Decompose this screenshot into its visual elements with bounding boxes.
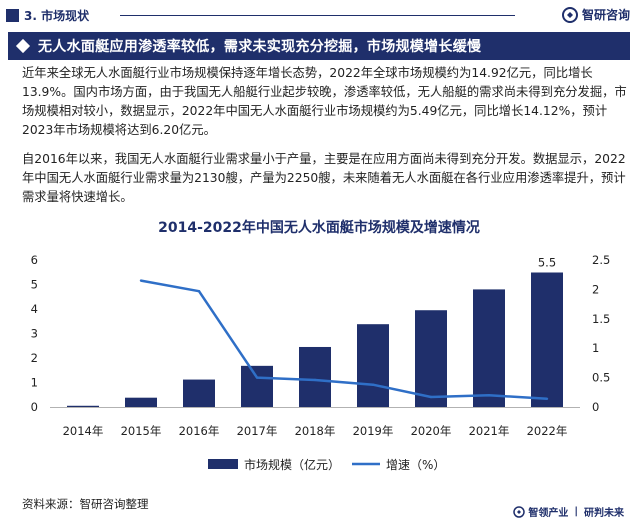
bar (67, 405, 99, 407)
x-tick-label: 2016年 (179, 424, 220, 438)
x-tick-label: 2019年 (353, 424, 394, 438)
y-right-tick-label: 0 (592, 400, 599, 414)
data-label: 5.5 (538, 255, 556, 269)
growth-point (487, 394, 491, 397)
section-tag: 3. 市场现状 (6, 6, 89, 24)
y-right-tick-label: 2.5 (592, 253, 610, 267)
source-note: 资料来源：智研咨询整理 (22, 497, 149, 511)
y-left-tick-label: 6 (31, 253, 38, 267)
y-right-tick-label: 2 (592, 282, 599, 296)
growth-point (429, 395, 433, 399)
footer-slogan-sep: | (574, 506, 578, 517)
banner-title: 无人水面艇应用渗透率较低，需求未实现充分挖掘，市场规模增长缓慢 (38, 39, 482, 55)
diamond-icon (15, 38, 31, 54)
footer-brand: 智领产业 | 研判未来 (513, 504, 624, 519)
paragraph-2: 自2016年以来，我国无人水面艇行业需求量小于产量，主要是在应用方面尚未得到充分… (22, 152, 626, 204)
x-tick-label: 2021年 (469, 424, 510, 438)
growth-point (545, 397, 549, 400)
legend-bar-swatch (208, 459, 238, 469)
top-bar: 3. 市场现状 智研咨询 (0, 0, 638, 30)
top-divider (120, 15, 515, 16)
growth-point (197, 289, 201, 293)
bar (299, 346, 331, 407)
footer-slogan-left: 智领产业 (528, 508, 569, 519)
paragraph-1: 近年来全球无人水面艇行业市场规模保持逐年增长态势，2022年全球市场规模约为14… (22, 66, 627, 137)
y-right-tick-label: 1 (592, 341, 599, 355)
growth-point (371, 383, 375, 386)
growth-point (255, 376, 259, 379)
bar (531, 272, 563, 407)
growth-point (139, 279, 143, 282)
y-left-tick-label: 2 (31, 351, 38, 365)
footer: 资料来源：智研咨询整理 智领产业 | 研判未来 (0, 488, 638, 527)
y-left-tick-label: 1 (31, 376, 38, 390)
footer-logo-icon (513, 505, 526, 518)
x-tick-label: 2017年 (237, 424, 278, 438)
x-tick-label: 2022年 (527, 424, 568, 438)
x-tick-label: 2014年 (63, 424, 104, 438)
y-left-tick-label: 5 (31, 278, 38, 292)
brand: 智研咨询 (561, 6, 630, 23)
legend-bar-label: 市场规模（亿元） (244, 457, 340, 472)
chart: 2014-2022年中国无人水面艇市场规模及增速情况 0 1 2 3 4 5 6 0 0.5 1 1.… (8, 210, 630, 485)
y-right-tick-label: 1.5 (592, 312, 610, 326)
y-right-tick-label: 0.5 (592, 371, 610, 385)
title-banner: 无人水面艇应用渗透率较低，需求未实现充分挖掘，市场规模增长缓慢 (8, 32, 630, 60)
chart-svg: 2014-2022年中国无人水面艇市场规模及增速情况 0 1 2 3 4 5 6 0 0.5 1 1.… (31, 219, 611, 472)
y-left-tick-label: 0 (31, 400, 38, 414)
y-left-tick-label: 3 (31, 327, 38, 341)
chart-title: 2014-2022年中国无人水面艇市场规模及增速情况 (158, 219, 480, 236)
x-tick-label: 2015年 (121, 424, 162, 438)
legend-line-label: 增速（%） (386, 458, 445, 472)
brand-logo-icon (561, 6, 578, 23)
section-label: 3. 市场现状 (24, 8, 90, 23)
bar (473, 289, 505, 407)
bar (357, 324, 389, 407)
bar (415, 310, 447, 407)
x-tick-label: 2018年 (295, 424, 336, 438)
bar (241, 365, 273, 407)
footer-slogan-right: 研判未来 (584, 508, 624, 519)
y-left-tick-label: 4 (31, 302, 38, 316)
brand-name: 智研咨询 (581, 8, 630, 22)
bar (125, 397, 157, 407)
section-square-icon (6, 8, 19, 22)
growth-point (313, 378, 317, 382)
growth-line (140, 279, 548, 401)
x-tick-label: 2020年 (411, 424, 452, 438)
bar (183, 379, 215, 407)
